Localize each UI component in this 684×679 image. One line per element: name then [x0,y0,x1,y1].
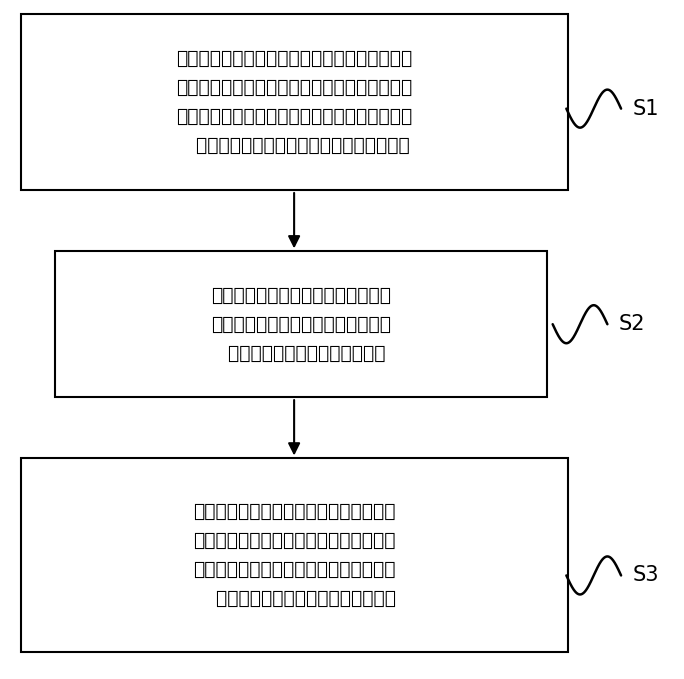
Text: 集范围的最大公因数，求出当前周期分类数: 集范围的最大公因数，求出当前周期分类数 [179,136,410,155]
Text: 行像素点数量，计算当前采集范围对应的单个像: 行像素点数量，计算当前采集范围对应的单个像 [176,78,412,97]
Text: 的调整程度，确定最优调整程度: 的调整程度，确定最优调整程度 [216,344,386,363]
Text: 确定相机采集范围的调整范围，在调: 确定相机采集范围的调整范围，在调 [211,286,391,305]
Text: 进行分类并标号，获取调整后的印刷产品: 进行分类并标号，获取调整后的印刷产品 [193,560,395,579]
Text: S2: S2 [619,314,646,334]
Text: S3: S3 [633,566,659,585]
Text: 素代表的实际长度，获取印刷周期与当前相机采: 素代表的实际长度，获取印刷周期与当前相机采 [176,107,412,126]
Text: 整范围内进行调整，求出每次调整后: 整范围内进行调整，求出每次调整后 [211,315,391,333]
Text: S1: S1 [633,98,659,119]
FancyBboxPatch shape [21,14,568,190]
FancyBboxPatch shape [55,251,547,397]
Text: 图像，对印刷产品图像进行异常检测: 图像，对印刷产品图像进行异常检测 [192,589,396,608]
Text: 根据最优调整程度确定调节的相机焦距与: 根据最优调整程度确定调节的相机焦距与 [193,502,395,521]
Text: 获取当前相机焦距，确定当前相机采集范围及其: 获取当前相机焦距，确定当前相机采集范围及其 [176,49,412,68]
FancyBboxPatch shape [21,458,568,652]
Text: 周期分类数，根据周期分类数对印刷产品: 周期分类数，根据周期分类数对印刷产品 [193,531,395,550]
